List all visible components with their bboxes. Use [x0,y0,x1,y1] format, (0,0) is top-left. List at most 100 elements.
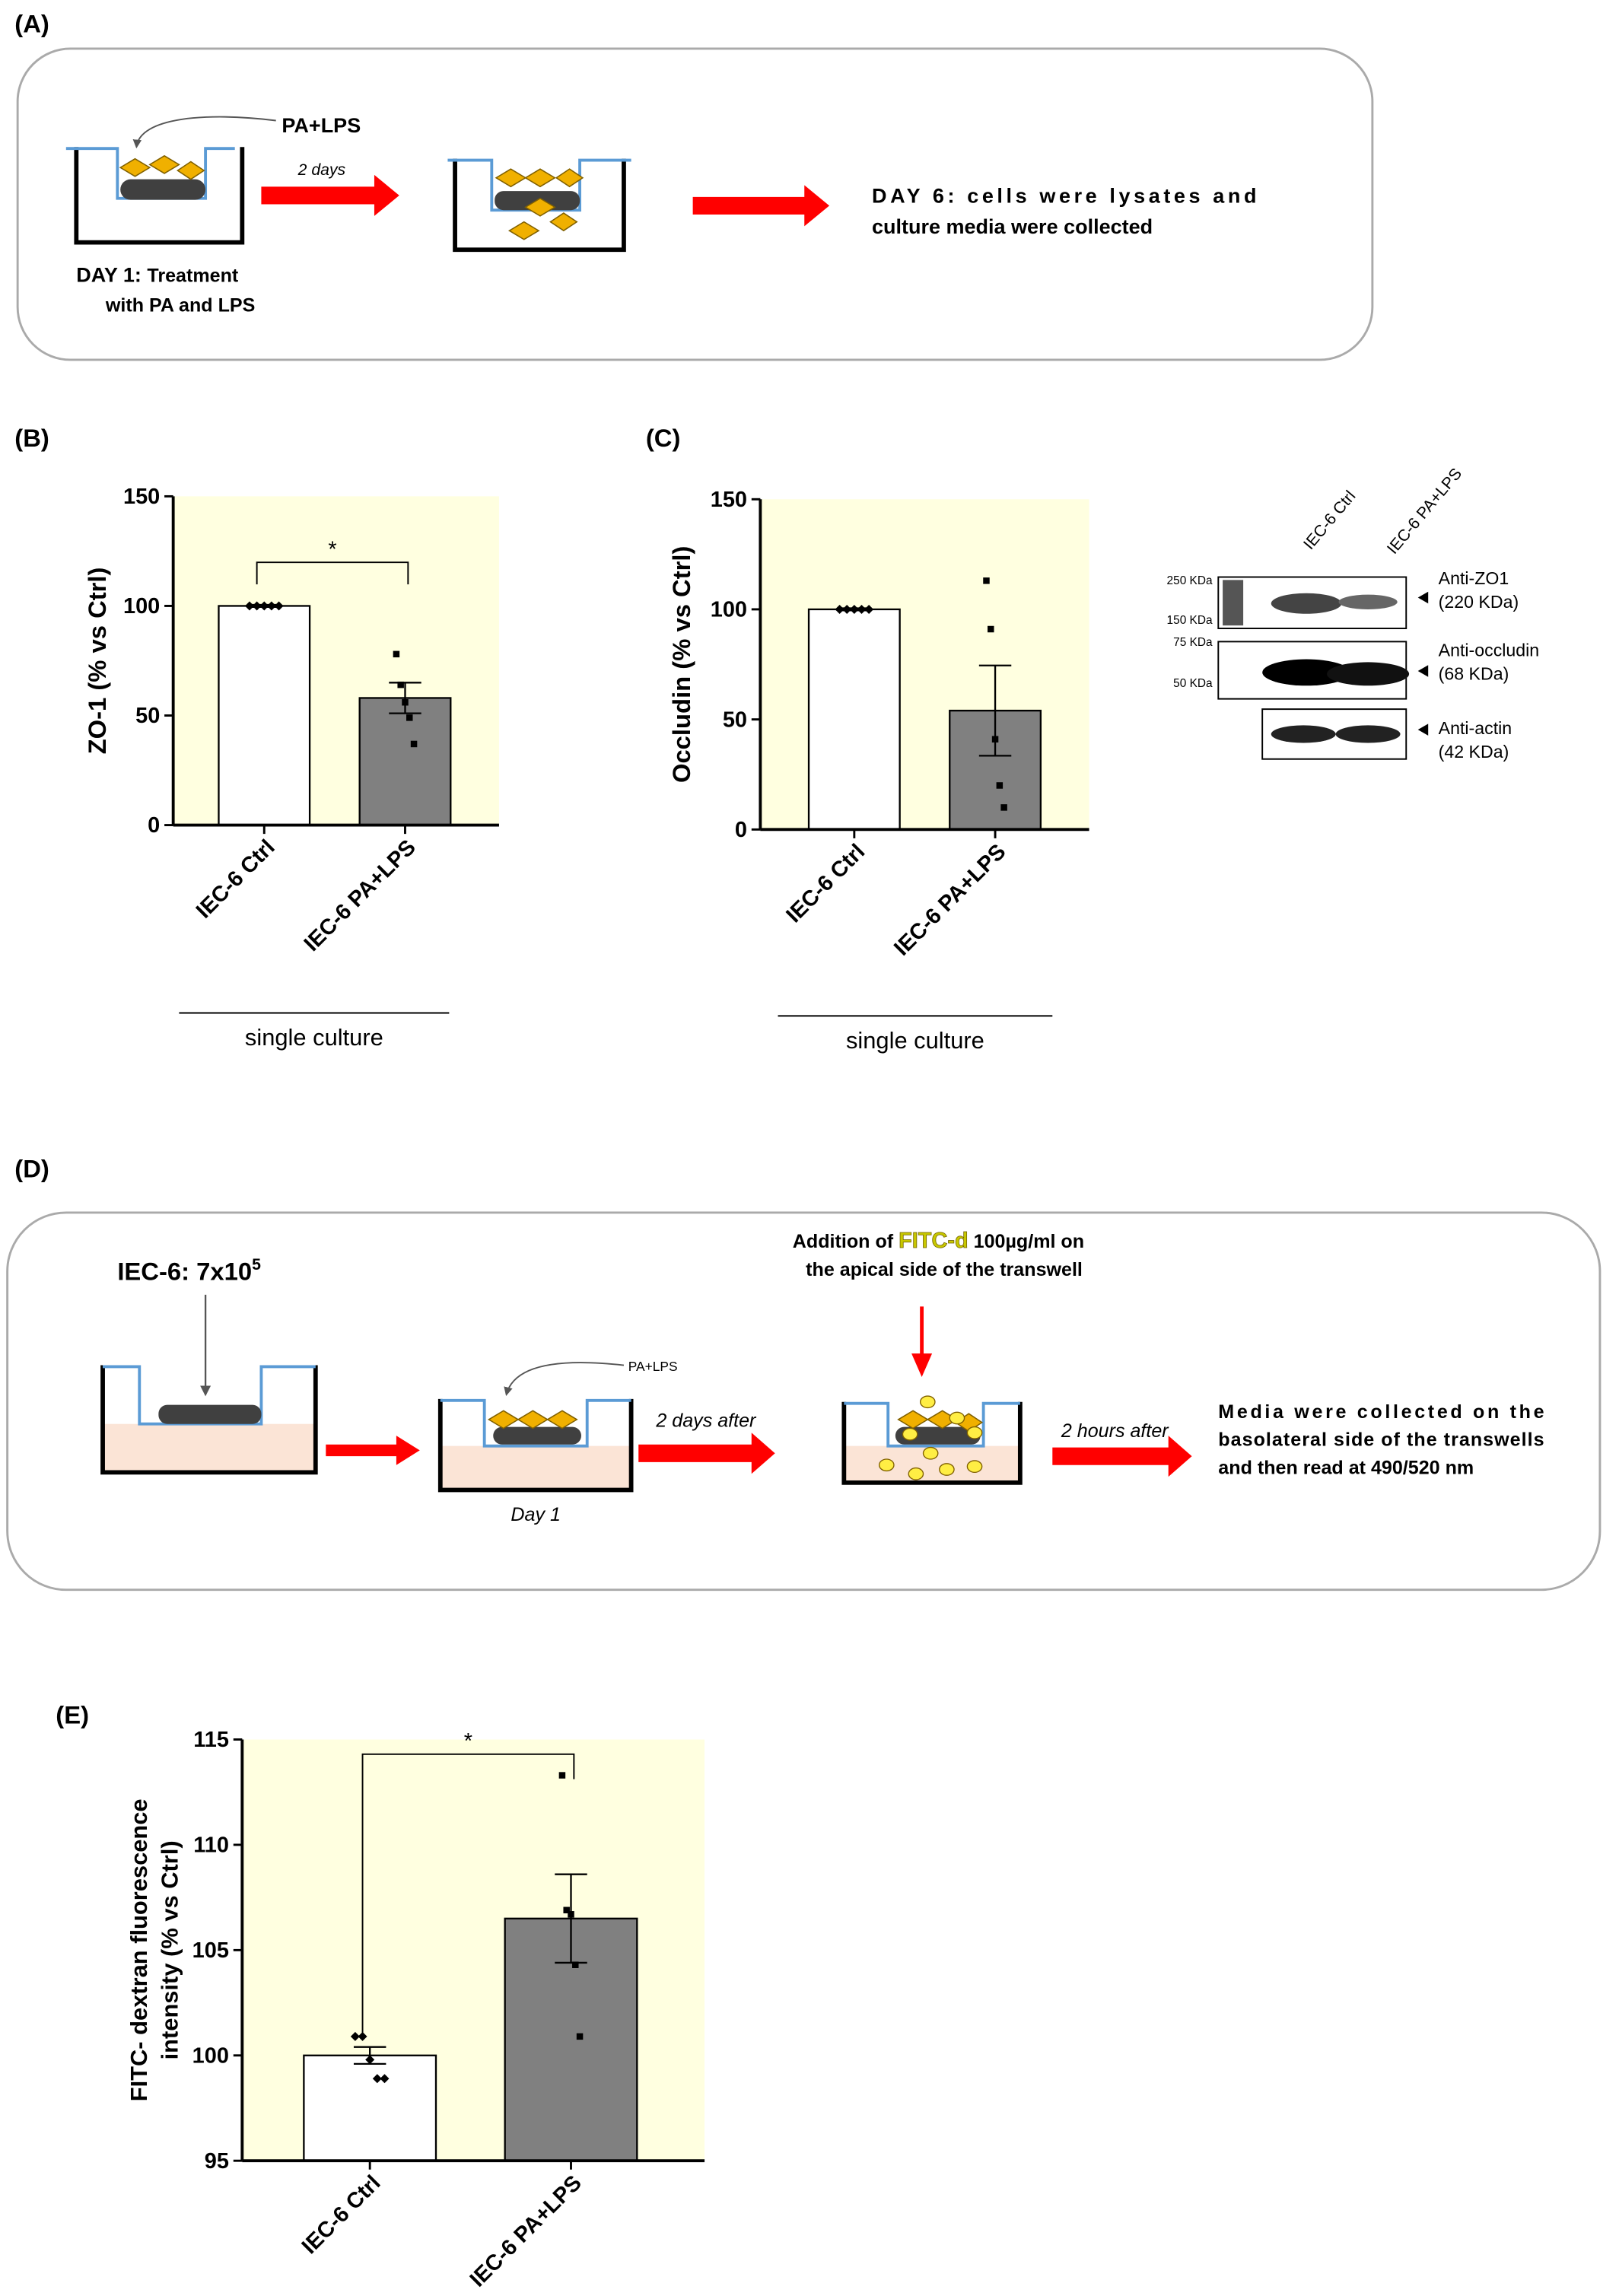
transwell [65,116,276,245]
bar [218,605,311,826]
addition-text: 100µg/ml on [969,1231,1084,1252]
y-axis-label: ZO-1 (% vs Ctrl) [83,568,111,755]
marker-label: 75 KDa [1173,636,1213,649]
group-label: single culture [245,1024,383,1051]
data-point [991,736,999,743]
data-point [996,782,1004,789]
time-label: 2 days [297,161,346,179]
seeding-text: IEC-6: 7x10 [117,1258,252,1286]
antibody-size: (42 KDa) [1439,742,1509,762]
result-text: and then read at 490/520 nm [1218,1457,1474,1478]
x-tick-label: IEC-6 Ctrl [297,2170,386,2259]
data-point [576,2033,584,2040]
data-point [1000,804,1007,811]
data-point [410,740,418,748]
day1-text: Treatment [147,266,239,287]
transwell [447,158,631,253]
y-axis-label: intensity (% vs Ctrl) [156,1840,183,2059]
addition-text: the apical side of the transwell [806,1259,1083,1280]
data-point [274,601,284,611]
day1-text: DAY 1: Treatment [76,264,239,287]
arrow-head [911,1353,933,1377]
marker-label: 50 KDa [1173,677,1213,690]
bar [358,697,452,826]
y-axis-label: Occludin (% vs Ctrl) [667,546,695,783]
y-axis-label: FITC- dextran fluorescence [126,1798,152,2101]
result-text: Media were collected on the [1218,1401,1544,1423]
panel-label: (E) [56,1700,89,1728]
antibody-size: (220 KDa) [1439,592,1519,612]
group-label: single culture [846,1027,984,1054]
lane-label: IEC-6 PA+LPS [1384,465,1465,558]
lane-label: IEC-6 Ctrl [1300,488,1359,553]
transwell [437,1362,634,1493]
y-tick-label: 100 [123,594,160,619]
y-tick-label: 150 [123,485,160,509]
y-tick-label: 50 [723,708,747,732]
y-tick-label: 95 [205,2149,229,2174]
day1-title: DAY 1: [76,264,142,287]
treatment-label: PA+LPS [628,1359,678,1374]
panel-box [6,1211,1602,1592]
day1-text: with PA and LPS [105,294,255,316]
antibody-name: Anti-actin [1439,718,1512,738]
result-text: DAY 6: cells were lysates and [872,185,1256,208]
data-point [266,601,276,611]
error-bar [555,1873,587,1964]
x-tick-label: IEC-6 Ctrl [781,840,870,928]
y-tick-label: 110 [193,1833,229,1858]
addition-text: Addition of [793,1231,899,1252]
addition-text: Addition of FITC-d 100µg/ml on [793,1229,1084,1253]
x-tick-label: IEC-6 PA+LPS [889,840,1010,961]
data-point [563,1906,570,1913]
arrow [638,1433,775,1474]
data-point [244,601,254,611]
seeding-exponent: 5 [252,1256,261,1274]
result-text: culture media were collected [872,215,1153,238]
arrow [326,1436,420,1465]
x-tick-label: IEC-6 Ctrl [192,835,280,924]
time-label: 2 days after [655,1410,757,1432]
data-point [397,681,404,688]
significance-bracket [256,561,409,585]
data-point [988,625,994,633]
marker-label: 250 KDa [1167,574,1213,587]
antibody-size: (68 KDa) [1439,664,1509,684]
y-tick-label: 0 [735,818,747,842]
time-label: 2 hours after [1061,1420,1169,1442]
transwell [100,1365,318,1475]
bar [807,608,901,831]
data-point [558,1772,566,1779]
data-point [350,2031,360,2041]
data-point [393,650,400,658]
treatment-label: PA+LPS [281,114,361,137]
panel-label: (C) [646,424,681,452]
error-bar [389,682,421,714]
data-point [406,714,413,721]
data-point [259,601,269,611]
data-point [572,1961,579,1968]
marker-label: 150 KDa [1167,614,1213,627]
arrow [1052,1436,1192,1477]
panel-label: (D) [14,1155,49,1183]
arrow [692,185,830,227]
western-blot: IEC-6 Ctrl IEC-6 PA+LPS 250 KDa 150 KDa 75 K… [1167,465,1540,762]
day-label: Day 1 [511,1504,561,1525]
fitc-label: FITC-d [899,1229,969,1253]
result-text: basolateral side of the transwells [1218,1429,1544,1451]
data-point [864,604,874,614]
significance-label: * [328,537,336,561]
antibody-name: Anti-ZO1 [1439,568,1509,588]
x-tick-label: IEC-6 PA+LPS [300,835,421,956]
y-tick-label: 0 [148,813,160,838]
antibody-name: Anti-occludin [1439,641,1539,660]
data-point [849,604,859,614]
data-point [568,1911,574,1918]
transwell [841,1395,1023,1485]
significance-bracket [361,1753,575,2038]
y-tick-label: 50 [135,704,160,728]
data-point [402,698,409,706]
data-point [372,2074,382,2084]
